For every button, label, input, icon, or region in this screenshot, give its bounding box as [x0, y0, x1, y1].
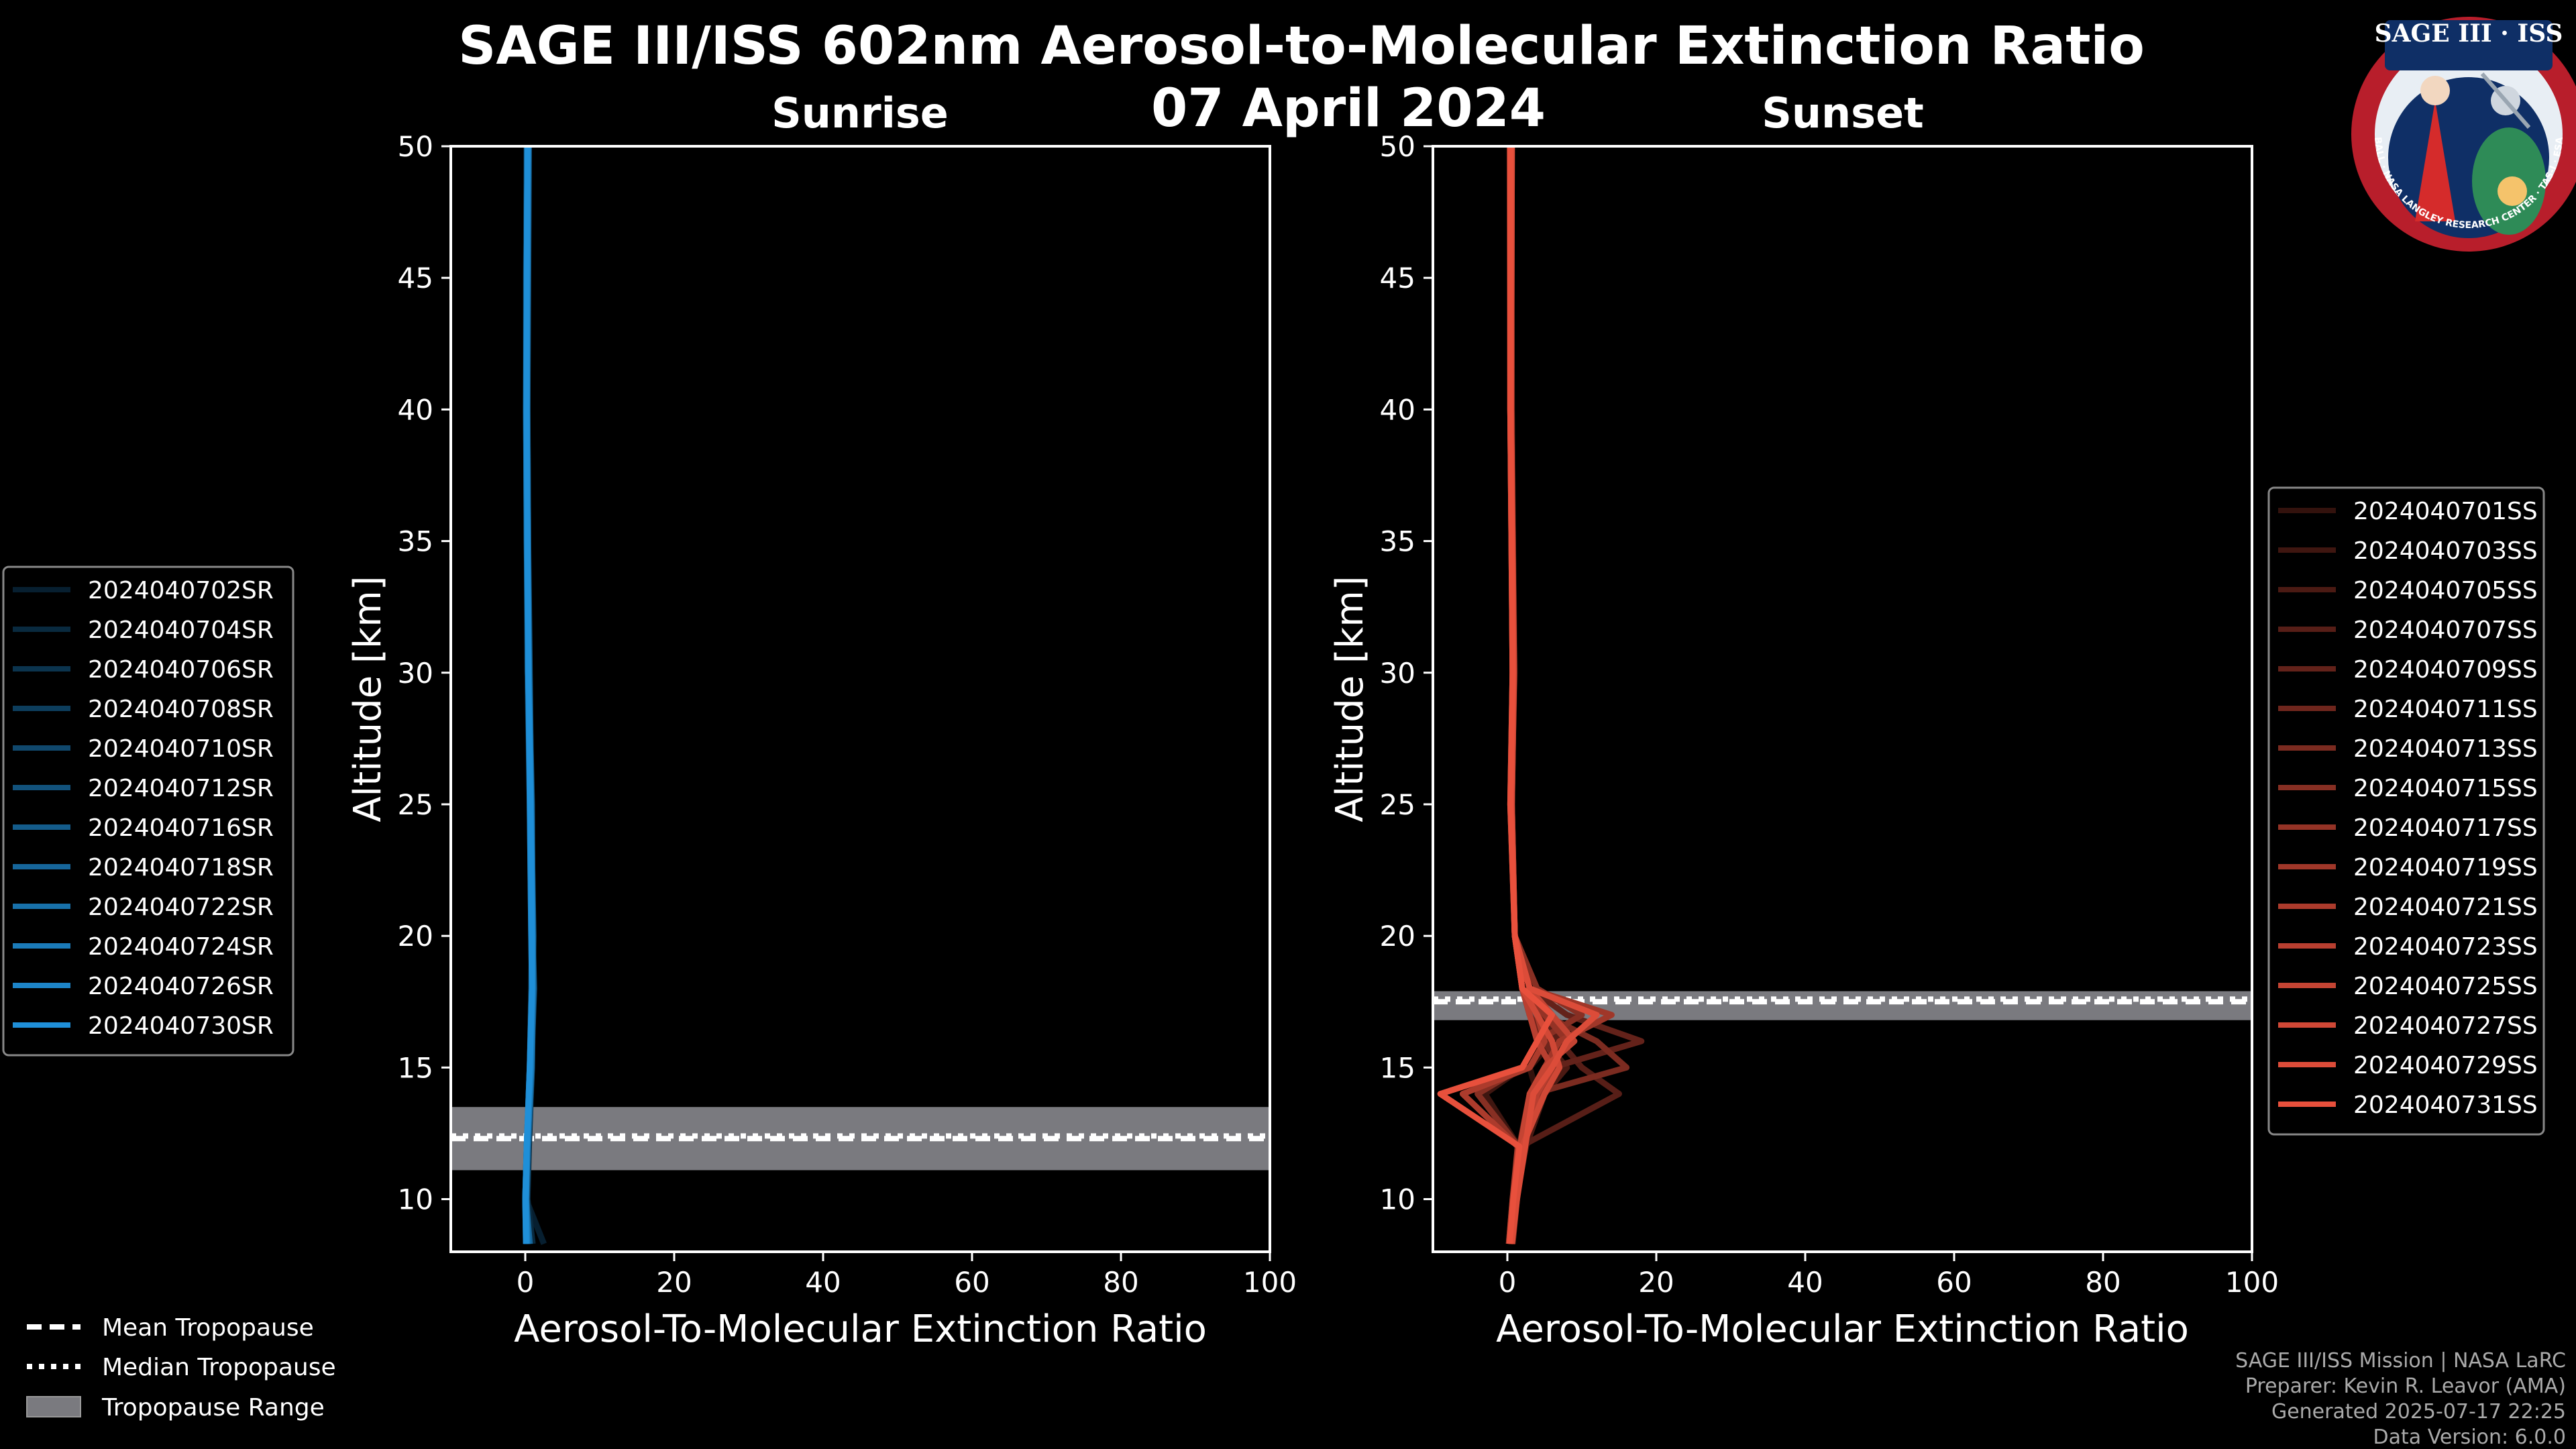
x-tick-label: 100	[2225, 1266, 2279, 1299]
legend-entry: 2024040715SS	[2353, 775, 2538, 802]
legend-entry: 2024040719SS	[2353, 854, 2538, 881]
x-tick-label: 80	[2085, 1266, 2121, 1299]
x-tick-label: 100	[1243, 1266, 1297, 1299]
y-tick-label: 15	[398, 1051, 433, 1084]
legend-entry: 2024040716SR	[88, 814, 274, 842]
x-axis-label: Aerosol-To-Molecular Extinction Ratio	[1496, 1307, 2189, 1351]
legend-entry: 2024040722SR	[88, 894, 274, 921]
legend-entry: 2024040721SS	[2353, 894, 2538, 921]
legend-entry: 2024040717SS	[2353, 814, 2538, 842]
legend-entry: 2024040702SR	[88, 577, 274, 604]
x-tick-label: 40	[805, 1266, 841, 1299]
figure-title: SAGE III/ISS 602nm Aerosol-to-Molecular …	[458, 16, 2145, 76]
mean-tropopause-label: Mean Tropopause	[102, 1314, 314, 1342]
credit-line-generated: Generated 2025-07-17 22:25	[2271, 1400, 2566, 1424]
sage-iii-iss-logo: SAGE III · ISS BALL · NASA LANGLEY RESEA…	[2351, 17, 2576, 252]
y-tick-label: 30	[1380, 657, 1415, 690]
legend-entry: 2024040729SS	[2353, 1052, 2538, 1079]
sunrise-legend: 2024040702SR 2024040704SR 2024040706SR 2024…	[2, 566, 294, 1057]
plot-frame	[449, 145, 1271, 1253]
y-tick-label: 50	[1380, 130, 1415, 163]
y-tick-label: 20	[1380, 920, 1415, 953]
legend-box	[2267, 486, 2545, 1136]
legend-box	[2, 566, 294, 1057]
credit-line-version: Data Version: 6.0.0	[2373, 1426, 2566, 1449]
y-tick-label: 10	[1380, 1183, 1415, 1216]
y-tick-label: 40	[1380, 393, 1415, 426]
legend-entry: 2024040726SR	[88, 973, 274, 1000]
y-tick-label: 45	[398, 262, 433, 294]
legend-entry: 2024040718SR	[88, 854, 274, 881]
legend-entry: 2024040711SS	[2353, 696, 2538, 723]
y-tick-label: 25	[398, 788, 433, 821]
plot-frame	[1432, 145, 2253, 1253]
logo-title: SAGE III · ISS	[2375, 19, 2563, 48]
credit-line-preparer: Preparer: Kevin R. Leavor (AMA)	[2245, 1375, 2566, 1398]
x-tick-label: 60	[1936, 1266, 1972, 1299]
legend-entry: 2024040725SS	[2353, 973, 2538, 1000]
y-tick-label: 35	[1380, 525, 1415, 558]
tropopause-legend: Mean Tropopause Median Tropopause Tropop…	[26, 1314, 336, 1421]
legend-entry: 2024040723SS	[2353, 933, 2538, 961]
legend-entry: 2024040701SS	[2353, 498, 2538, 525]
series-line-2024040731SS	[1437, 146, 1556, 1244]
credits: SAGE III/ISS Mission | NASA LaRC Prepare…	[2235, 1349, 2566, 1449]
series-line-2024040730SR	[522, 146, 535, 1244]
y-tick-label: 10	[398, 1183, 433, 1216]
y-tick-label: 35	[398, 525, 433, 558]
y-tick-label: 15	[1380, 1051, 1415, 1084]
legend-entry: 2024040724SR	[88, 933, 274, 961]
y-tick-label: 45	[1380, 262, 1415, 294]
legend-entry: 2024040731SS	[2353, 1091, 2538, 1119]
y-tick-label: 50	[398, 130, 433, 163]
legend-entry: 2024040713SS	[2353, 735, 2538, 763]
median-tropopause-label: Median Tropopause	[102, 1354, 336, 1381]
sunrise-panel: 0 20 40 60 80 100 10 15 20 25 30 35 40 45 50 Aerosol-To…	[346, 130, 1297, 1351]
y-axis-label: Altitude [km]	[1328, 576, 1372, 822]
x-tick-label: 0	[1499, 1266, 1517, 1299]
tropopause-range-label: Tropopause Range	[101, 1394, 325, 1421]
legend-entry: 2024040709SS	[2353, 656, 2538, 684]
legend-entry: 2024040707SS	[2353, 616, 2538, 644]
x-tick-label: 0	[517, 1266, 535, 1299]
sunset-legend: 2024040701SS 2024040703SS 2024040705SS 2024…	[2267, 486, 2545, 1136]
y-tick-label: 40	[398, 393, 433, 426]
sunset-panel: 0 20 40 60 80 100 10 15 20 25 30 35 40 45 50 Aerosol-To…	[1328, 130, 2279, 1351]
x-tick-label: 40	[1787, 1266, 1823, 1299]
y-tick-label: 30	[398, 657, 433, 690]
tropopause-range-swatch	[26, 1396, 81, 1417]
legend-entry: 2024040712SR	[88, 775, 274, 802]
legend-entry: 2024040708SR	[88, 696, 274, 723]
y-tick-label: 25	[1380, 788, 1415, 821]
legend-entry: 2024040730SR	[88, 1012, 274, 1040]
legend-entry: 2024040706SR	[88, 656, 274, 684]
x-axis-label: Aerosol-To-Molecular Extinction Ratio	[514, 1307, 1207, 1351]
credit-line-mission: SAGE III/ISS Mission | NASA LaRC	[2235, 1349, 2566, 1373]
legend-entry: 2024040705SS	[2353, 577, 2538, 604]
legend-entry: 2024040727SS	[2353, 1012, 2538, 1040]
x-tick-label: 60	[954, 1266, 989, 1299]
x-tick-label: 80	[1103, 1266, 1138, 1299]
legend-entry: 2024040704SR	[88, 616, 274, 644]
x-tick-label: 20	[1638, 1266, 1674, 1299]
legend-entry: 2024040710SR	[88, 735, 274, 763]
sunrise-panel-title: Sunrise	[771, 89, 949, 138]
figure-date: 07 April 2024	[1151, 78, 1546, 139]
x-tick-label: 20	[656, 1266, 692, 1299]
y-axis-label: Altitude [km]	[346, 576, 390, 822]
y-tick-label: 20	[398, 920, 433, 953]
legend-entry: 2024040703SS	[2353, 537, 2538, 565]
sunset-panel-title: Sunset	[1762, 89, 1924, 138]
